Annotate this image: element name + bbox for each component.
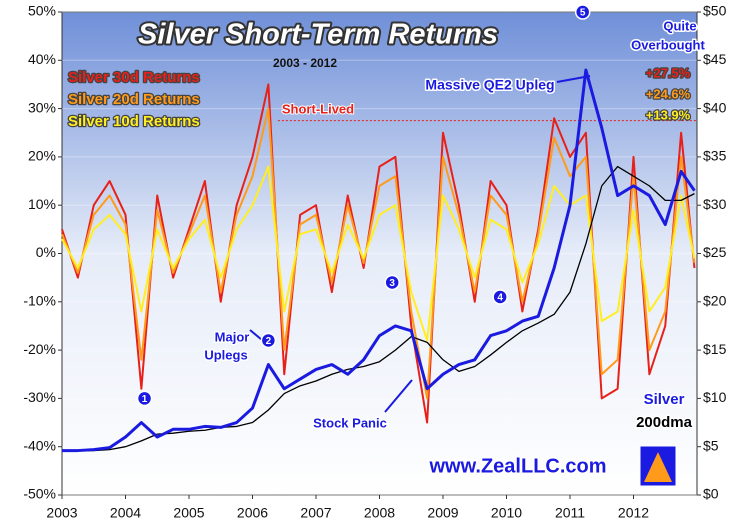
callout-label: +13.9% [646,107,691,122]
legend-entry: Silver 30d Returns [68,69,200,86]
y2-tick-label: $10 [703,389,727,405]
legend-entry: Silver 10d Returns [68,113,200,130]
x-tick-label: 2003 [46,505,77,521]
annotation: Short-Lived [282,101,354,116]
upleg-marker [136,390,153,407]
upleg-label: 3 [389,278,395,289]
y2-tick-label: $5 [703,437,719,453]
date-stamp: 12.19.2012 [219,480,284,495]
upleg-marker [384,274,400,291]
x-tick-label: 2009 [427,505,458,521]
x-tick-label: 2005 [173,505,204,521]
y2-tick-label: $15 [703,341,727,357]
upleg-label: 2 [266,336,272,347]
y2-tick-label: $0 [703,486,719,502]
x-tick-label: 2010 [491,505,522,521]
y2-tick-label: $35 [703,148,727,164]
callout-label: +27.5% [646,65,691,80]
annotation: Massive QE2 Upleg [425,77,554,93]
annotation: Overbought [631,37,705,52]
annotation: Silver [644,391,685,408]
upleg-marker [574,4,591,20]
y-tick-label: 50% [28,3,56,19]
callout-label: +24.6% [646,86,691,101]
annotation: Quite [663,18,696,33]
x-tick-label: 2006 [237,505,268,521]
y-tick-label: -40% [23,437,56,453]
x-tick-label: 2008 [364,505,395,521]
y-tick-label: -20% [23,341,56,357]
upleg-label: 4 [497,293,503,304]
series-line [61,165,696,342]
y2-tick-label: $25 [703,244,727,260]
arrow [556,75,591,83]
annotation: Major [215,329,250,344]
legend-entry: Silver 20d Returns [68,91,200,108]
arrow [384,379,413,413]
upleg-marker [492,289,508,305]
y-tick-label: -10% [23,293,56,309]
x-tick-label: 2007 [300,505,331,521]
chart-title: Silver Short-Term Returns [138,19,498,51]
y-tick-label: 0% [36,244,56,260]
x-tick-label: 2004 [110,505,141,521]
x-tick-label: 2011 [555,505,585,521]
x-tick-label: 2012 [618,505,649,521]
annotation: Stock Panic [313,415,387,430]
y2-tick-label: $50 [703,3,727,19]
y-tick-label: -30% [23,389,56,405]
logo [644,452,672,482]
watermark: www.ZealLLC.com [428,455,606,477]
upleg-label: 5 [580,8,586,19]
y2-tick-label: $20 [703,293,727,309]
y-tick-label: 40% [28,51,56,67]
y-tick-label: 30% [28,99,56,115]
upleg-marker [260,332,277,349]
y-tick-label: 20% [28,148,56,164]
y-tick-label: 10% [28,196,56,212]
annotation: 200dma [636,414,693,431]
y-tick-label: -50% [23,486,56,502]
series-line [62,68,696,453]
y2-tick-label: $40 [703,99,727,115]
upleg-label: 1 [142,394,148,405]
annotation: Uplegs [204,347,247,362]
chart-subtitle: 2003 - 2012 [273,56,337,70]
series-line [61,107,696,400]
y2-tick-label: $30 [703,196,727,212]
y2-tick-label: $45 [703,51,727,67]
